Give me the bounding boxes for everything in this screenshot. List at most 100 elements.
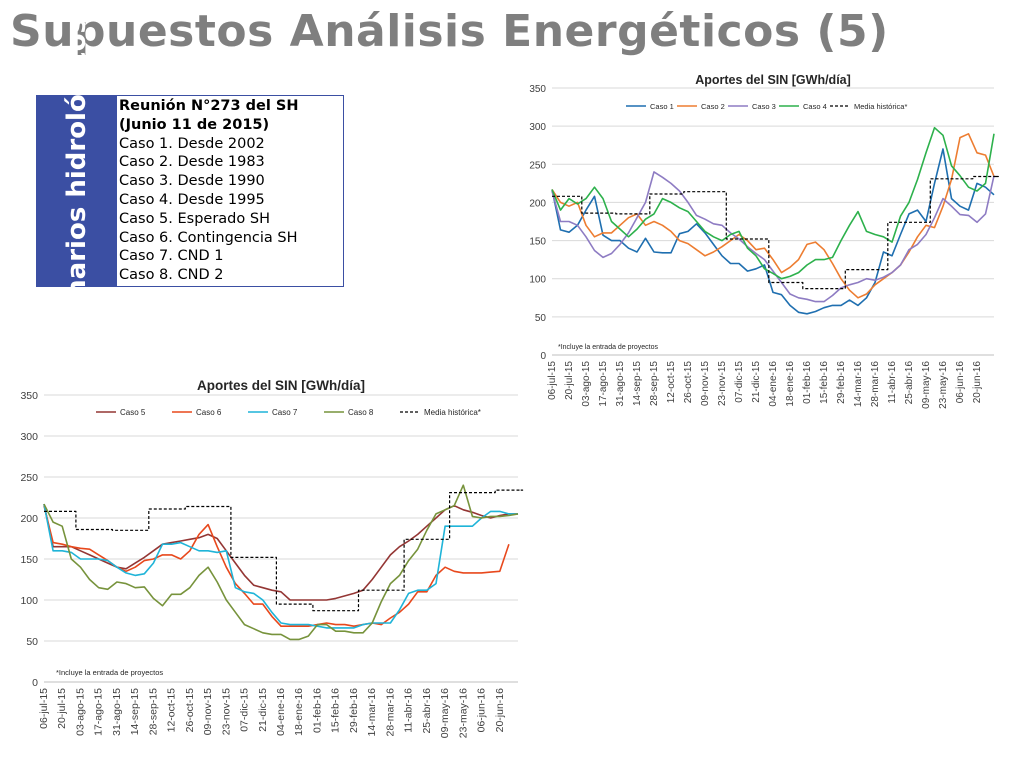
- y-tick-label: 0: [540, 351, 546, 362]
- series-line-caso-5: [43, 503, 518, 601]
- x-tick-label: 03-ago-15: [581, 361, 592, 407]
- x-tick-label: 20-jun-16: [494, 688, 506, 733]
- x-tick-label: 06-jul-15: [547, 361, 558, 400]
- x-tick-label: 07-dic-15: [734, 361, 745, 403]
- legend-label: Caso 7: [272, 408, 298, 417]
- x-tick-label: 01-feb-16: [802, 361, 813, 404]
- y-tick-label: 50: [26, 636, 38, 648]
- x-tick-label: 21-dic-15: [257, 688, 269, 732]
- case-item: Caso 7. CND 1: [119, 248, 224, 265]
- x-tick-label: 20-jul-15: [56, 688, 68, 729]
- series-line-caso-1: [551, 148, 995, 315]
- x-tick-label: 12-oct-15: [666, 361, 677, 404]
- chart-title: Aportes del SIN [GWh/día]: [197, 378, 365, 393]
- legend-label: Caso 6: [196, 408, 222, 417]
- scenarios-box: Escenarios hidrológicos Reunión N°273 de…: [36, 18, 344, 364]
- x-tick-label: 04-ene-16: [768, 361, 779, 407]
- case-item: Caso 6. Contingencia SH: [119, 229, 298, 246]
- x-tick-label: 06-jun-16: [955, 361, 966, 404]
- x-tick-label: 28-sep-15: [649, 361, 660, 406]
- series-line-caso-4: [551, 126, 995, 280]
- x-tick-label: 09-may-16: [439, 688, 451, 738]
- y-tick-label: 100: [20, 595, 38, 607]
- series-line-media-hist-rica-: [44, 489, 524, 612]
- series-line-caso-3: [551, 171, 995, 303]
- legend-label: Caso 5: [120, 408, 146, 417]
- meeting-date: (Junio 11 de 2015): [119, 116, 270, 133]
- y-tick-label: 250: [529, 160, 546, 171]
- chart-casos-1-4: 0 50 100 150 200 250 300 350 06-jul-15 20-jul-15 0…: [529, 73, 999, 409]
- legend-label: Caso 4: [803, 102, 827, 111]
- x-tick-label: 21-dic-15: [751, 361, 762, 403]
- y-tick-label: 100: [529, 275, 546, 286]
- x-tick-label: 17-ago-15: [598, 361, 609, 407]
- case-item: Caso 5. Esperado SH: [119, 210, 270, 227]
- x-tick-label: 23-may-16: [457, 688, 469, 738]
- x-tick-label: 28-mar-16: [870, 361, 881, 408]
- series-line-caso-2: [551, 133, 995, 299]
- y-tick-label: 250: [20, 472, 38, 484]
- y-tick-label: 0: [32, 677, 38, 689]
- x-tick-label: 09-nov-15: [700, 361, 711, 406]
- y-tick-label: 300: [529, 122, 546, 133]
- x-tick-label: 09-may-16: [921, 361, 932, 409]
- x-tick-label: 15-feb-16: [330, 688, 342, 733]
- case-item: Caso 3. Desde 1990: [119, 173, 265, 190]
- cases-list: Reunión N°273 del SH (Junio 11 de 2015) …: [117, 96, 300, 286]
- y-tick-label: 200: [529, 198, 546, 209]
- x-tick-label: 20-jun-16: [972, 361, 983, 404]
- chart-note: *Incluye la entrada de proyectos: [56, 668, 163, 677]
- legend-label: Media histórica*: [424, 408, 481, 417]
- x-tick-label: 29-feb-16: [348, 688, 360, 733]
- x-tick-label: 20-jul-15: [564, 361, 575, 400]
- chart-casos-5-8: 0 50 100 150 200 250 300 350 06-jul-15 20-jul-15 0…: [20, 378, 524, 738]
- legend-label: Caso 1: [650, 102, 674, 111]
- x-tick-label: 23-may-16: [938, 361, 949, 409]
- chart-note: *Incluye la entrada de proyectos: [558, 344, 659, 351]
- x-tick-label: 17-ago-15: [93, 688, 105, 736]
- x-tick-label: 25-abr-16: [421, 688, 433, 734]
- x-tick-label: 23-nov-15: [717, 361, 728, 406]
- x-tick-label: 31-ago-15: [615, 361, 626, 407]
- x-tick-label: 26-oct-15: [184, 688, 196, 733]
- x-tick-label: 03-ago-15: [74, 688, 86, 736]
- x-tick-label: 23-nov-15: [220, 688, 232, 735]
- case-item: Caso 4. Desde 1995: [119, 191, 265, 208]
- x-tick-label: 31-ago-15: [111, 688, 123, 736]
- y-tick-label: 300: [20, 431, 38, 443]
- x-tick-label: 14-sep-15: [632, 361, 643, 406]
- x-tick-label: 26-oct-15: [683, 361, 694, 404]
- legend-label: Caso 2: [701, 102, 725, 111]
- series-line-caso-8: [43, 484, 519, 641]
- case-item: Caso 8. CND 2: [119, 267, 224, 284]
- x-tick-label: 28-sep-15: [147, 688, 159, 735]
- chart-title: Aportes del SIN [GWh/día]: [695, 73, 851, 87]
- y-tick-label: 50: [535, 313, 547, 324]
- x-tick-label: 18-ene-16: [293, 688, 305, 736]
- x-tick-label: 07-dic-15: [239, 688, 251, 732]
- legend-label: Media histórica*: [854, 102, 907, 111]
- slide-title: Supuestos Análisis Energéticos (5): [10, 6, 889, 57]
- x-tick-label: 09-nov-15: [202, 688, 214, 735]
- case-item: Caso 1. Desde 2002: [119, 135, 265, 152]
- case-item: Caso 2. Desde 1983: [119, 154, 265, 171]
- x-tick-label: 11-abr-16: [887, 361, 898, 404]
- x-tick-label: 14-mar-16: [366, 688, 378, 737]
- x-tick-label: 25-abr-16: [904, 361, 915, 405]
- x-tick-label: 18-ene-16: [785, 361, 796, 407]
- legend-label: Caso 3: [752, 102, 776, 111]
- y-tick-label: 150: [529, 237, 546, 248]
- x-tick-label: 29-feb-16: [836, 361, 847, 404]
- x-tick-label: 12-oct-15: [166, 688, 178, 733]
- x-tick-label: 28-mar-16: [384, 688, 396, 737]
- scenarios-sidebar: Escenarios hidrológicos: [37, 18, 117, 364]
- x-tick-label: 06-jul-15: [38, 688, 50, 729]
- scenarios-sidebar-label: Escenarios hidrológicos: [62, 17, 92, 365]
- x-tick-label: 14-mar-16: [853, 361, 864, 408]
- legend-label: Caso 8: [348, 408, 374, 417]
- y-tick-label: 200: [20, 513, 38, 525]
- x-tick-label: 15-feb-16: [819, 361, 830, 404]
- y-tick-label: 350: [529, 84, 546, 95]
- x-tick-label: 06-jun-16: [476, 688, 488, 733]
- x-tick-label: 01-feb-16: [311, 688, 323, 733]
